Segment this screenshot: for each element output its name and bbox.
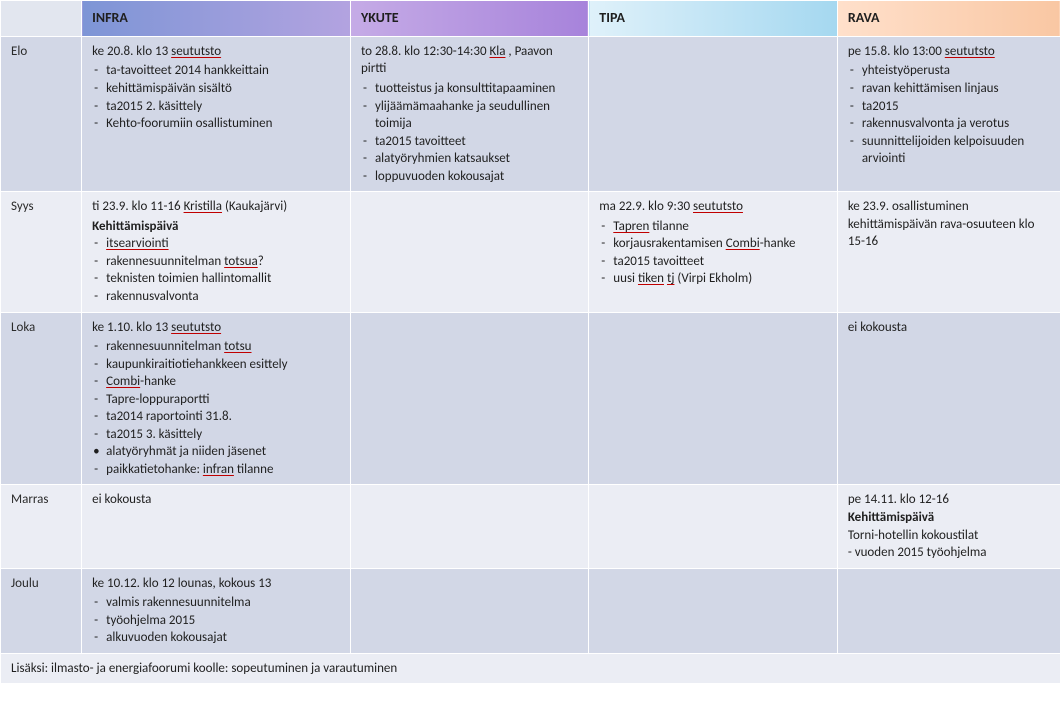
table-cell xyxy=(350,485,588,568)
table-body: Eloke 20.8. klo 13 seututstota-tavoittee… xyxy=(1,36,1061,653)
table-cell: to 28.8. klo 12:30-14:30 Kla , Paavon pi… xyxy=(350,36,588,191)
table-cell: pe 15.8. klo 13:00 seututstoyhteistyöper… xyxy=(837,36,1060,191)
table-cell xyxy=(589,36,838,191)
table-cell: ke 1.10. klo 13 seututstorakennesuunnite… xyxy=(82,312,351,485)
header-ykute: YKUTE xyxy=(350,1,588,37)
table-row: Marrasei kokousta pe 14.11. klo 12-16Kehi… xyxy=(1,485,1061,568)
table-cell: ma 22.9. klo 9:30 seututstoTapren tilann… xyxy=(589,192,838,312)
footer-text: Lisäksi: ilmasto- ja energiafoorumi kool… xyxy=(1,653,1061,684)
month-cell: Joulu xyxy=(1,568,82,653)
table-cell: ei kokousta xyxy=(837,312,1060,485)
month-cell: Marras xyxy=(1,485,82,568)
header-tipa: TIPA xyxy=(589,1,838,37)
table-cell xyxy=(589,485,838,568)
month-cell: Loka xyxy=(1,312,82,485)
table-cell: ke 20.8. klo 13 seututstota-tavoitteet 2… xyxy=(82,36,351,191)
table-cell xyxy=(350,192,588,312)
table-cell: pe 14.11. klo 12-16KehittämispäiväTorni-… xyxy=(837,485,1060,568)
table-cell xyxy=(589,568,838,653)
header-infra: INFRA xyxy=(82,1,351,37)
table-cell: ti 23.9. klo 11-16 Kristilla (Kaukajärvi… xyxy=(82,192,351,312)
table-cell xyxy=(589,312,838,485)
table-row: Syysti 23.9. klo 11-16 Kristilla (Kaukaj… xyxy=(1,192,1061,312)
table-row: Lokake 1.10. klo 13 seututstorakennesuun… xyxy=(1,312,1061,485)
schedule-table: INFRA YKUTE TIPA RAVA Eloke 20.8. klo 13… xyxy=(0,0,1061,684)
table-row: Eloke 20.8. klo 13 seututstota-tavoittee… xyxy=(1,36,1061,191)
month-cell: Elo xyxy=(1,36,82,191)
header-blank xyxy=(1,1,82,37)
table-cell xyxy=(350,568,588,653)
footer-row: Lisäksi: ilmasto- ja energiafoorumi kool… xyxy=(1,653,1061,684)
table-cell: ke 10.12. klo 12 lounas, kokous 13valmis… xyxy=(82,568,351,653)
header-row: INFRA YKUTE TIPA RAVA xyxy=(1,1,1061,37)
table-cell xyxy=(350,312,588,485)
header-rava: RAVA xyxy=(837,1,1060,37)
table-cell: ke 23.9. osallistuminen kehittämispäivän… xyxy=(837,192,1060,312)
month-cell: Syys xyxy=(1,192,82,312)
table-cell: ei kokousta xyxy=(82,485,351,568)
table-cell xyxy=(837,568,1060,653)
table-row: Jouluke 10.12. klo 12 lounas, kokous 13v… xyxy=(1,568,1061,653)
